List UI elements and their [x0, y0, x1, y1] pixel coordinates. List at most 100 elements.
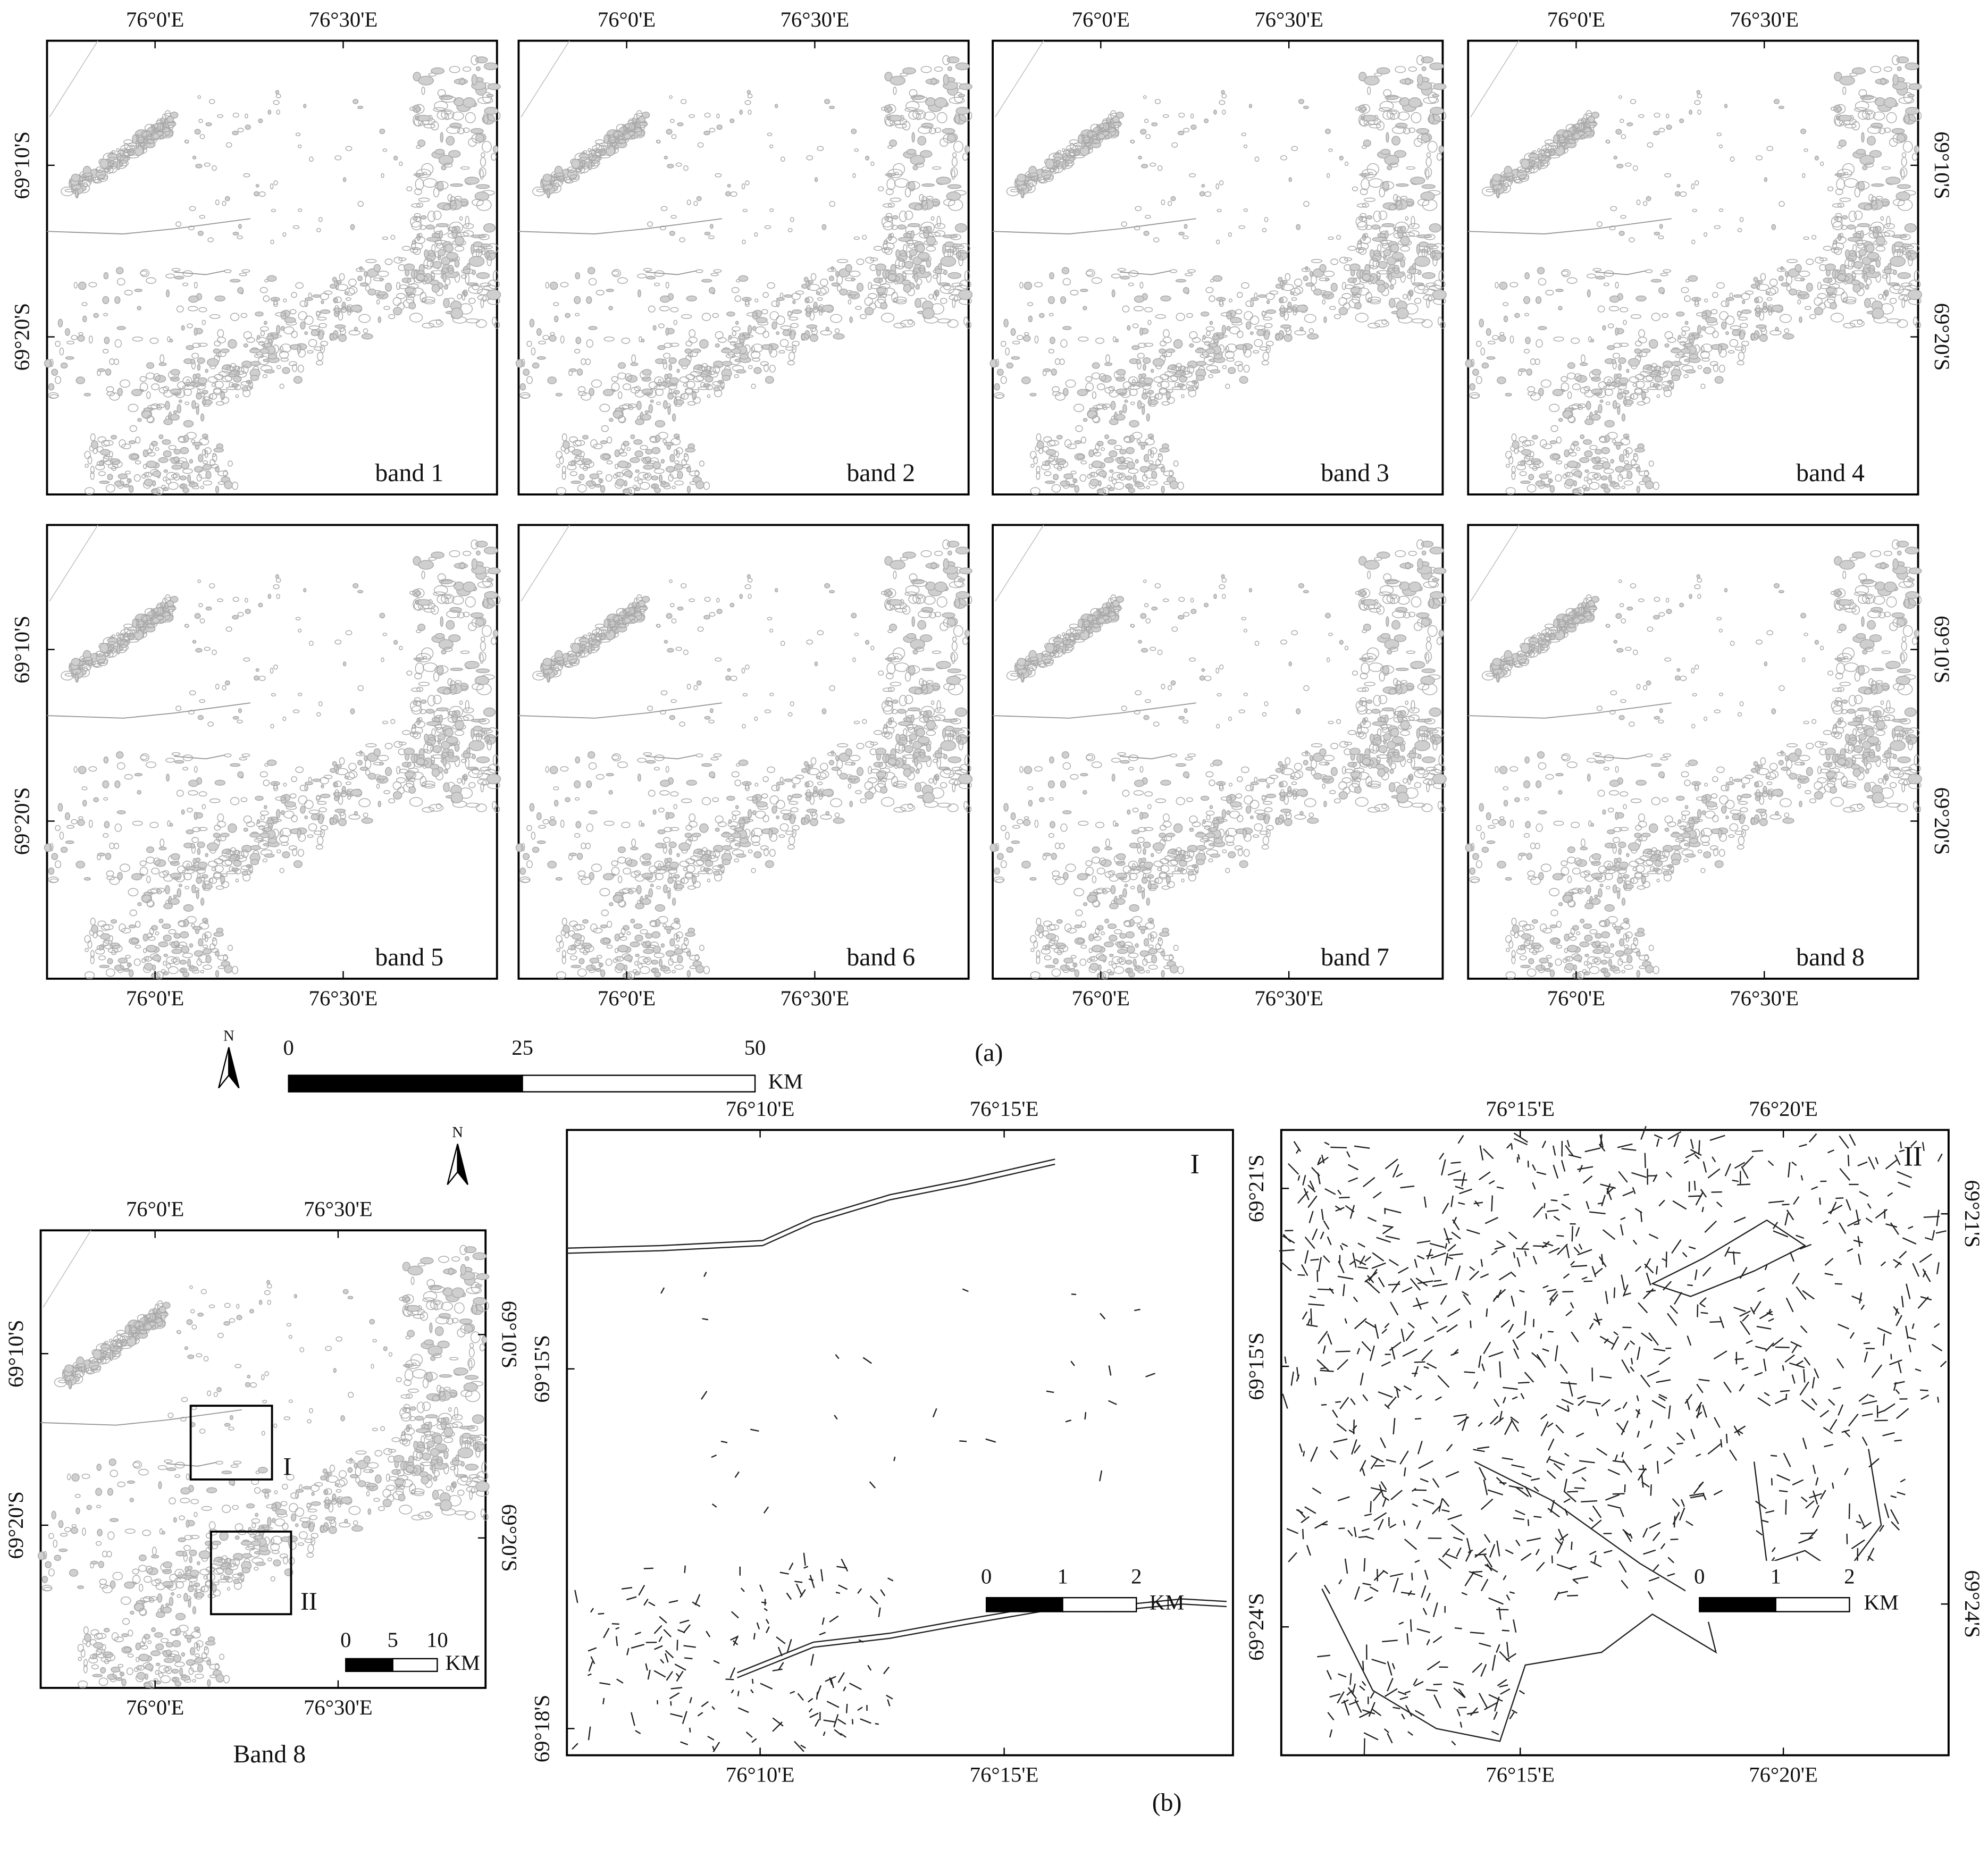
edge-fragment [1510, 1271, 1516, 1278]
edge-fragment [1513, 1132, 1528, 1143]
edge-fragment [1314, 1377, 1317, 1385]
edge-fragment [1414, 1710, 1425, 1717]
edge-fragment [1590, 1519, 1602, 1530]
edge-fragment [1575, 1432, 1584, 1438]
edge-fragment [1506, 1142, 1512, 1149]
edge-fragment [1676, 1442, 1683, 1445]
edge-fragment [1896, 1408, 1909, 1419]
edge-fragment [1581, 1500, 1598, 1503]
edge-fragment [858, 1639, 864, 1643]
edge-fragment [1802, 1438, 1807, 1450]
edge-fragment [880, 1589, 886, 1596]
edge-fragment [1725, 1433, 1728, 1443]
edge-fragment [1868, 1394, 1875, 1398]
edge-fragment [1764, 1264, 1768, 1271]
edge-fragment [1897, 1171, 1912, 1179]
edge-fragment [1593, 1318, 1601, 1324]
edge-fragment [1808, 1133, 1817, 1143]
edge-fragment [668, 1600, 678, 1603]
lon-label: 76°15'E [1486, 1763, 1555, 1787]
edge-fragment [1559, 1364, 1568, 1374]
edge-fragment [1464, 1572, 1474, 1586]
zoom-box [189, 1405, 273, 1481]
edge-fragment [1532, 1318, 1535, 1327]
edge-fragment [1622, 1528, 1631, 1536]
edge-fragment [1483, 1148, 1494, 1159]
edge-fragment [1298, 1443, 1303, 1453]
edge-fragment [1517, 1382, 1530, 1384]
edge-fragment [1504, 1421, 1513, 1435]
edge-fragment [862, 1357, 872, 1364]
edge-fragment [1371, 1262, 1386, 1269]
edge-fragment [1756, 1530, 1763, 1536]
edge-fragment [1455, 1265, 1461, 1281]
edge-fragment [1562, 1291, 1574, 1293]
edge-fragment [1606, 1188, 1612, 1200]
edge-fragment [1354, 1527, 1357, 1537]
edge-fragment [1414, 1366, 1419, 1377]
edge-fragment [1931, 1343, 1943, 1351]
edge-fragment [1808, 1528, 1818, 1540]
edge-fragment [1349, 1205, 1355, 1219]
edge-fragment [1401, 1713, 1405, 1720]
edge-fragment [1740, 1321, 1750, 1335]
edge-fragment [1430, 1266, 1435, 1275]
edge-fragment [1667, 1446, 1675, 1455]
edge-fragment [1556, 1541, 1564, 1554]
edge-fragment [1568, 1154, 1582, 1159]
edge-fragment [1571, 1226, 1573, 1242]
edge-fragment [808, 1708, 813, 1713]
edge-fragment [1635, 1409, 1641, 1415]
edge-fragment [808, 1578, 813, 1581]
edge-fragment [1734, 1162, 1746, 1169]
edge-fragment [1469, 1570, 1483, 1578]
edge-fragment [1775, 1398, 1787, 1405]
edge-fragment [588, 1661, 593, 1672]
edge-fragment [1908, 1225, 1914, 1230]
edge-fragment [1303, 1188, 1310, 1200]
edge-fragment [1293, 1141, 1302, 1152]
edge-fragment [1491, 1250, 1498, 1256]
edge-fragment [1636, 1409, 1640, 1418]
edge-fragment [1473, 1449, 1485, 1452]
edge-fragment [683, 1624, 691, 1634]
scale-label: 5 [388, 1628, 398, 1652]
edge-fragment [1481, 1578, 1489, 1592]
edge-fragment [1920, 1389, 1928, 1391]
edge-fragment [1304, 1250, 1309, 1264]
edge-fragment [1849, 1332, 1855, 1339]
edge-fragment [1429, 1242, 1445, 1248]
edge-fragment [1533, 1486, 1539, 1492]
edge-fragment [1288, 1163, 1299, 1175]
edge-fragment [1560, 1382, 1577, 1385]
edge-fragment [1363, 1558, 1366, 1572]
edge-fragment [1857, 1236, 1860, 1247]
edge-fragment [1899, 1250, 1907, 1259]
edge-fragment [1338, 1261, 1345, 1274]
edge-fragment [1857, 1161, 1868, 1166]
edge-fragment [1827, 1149, 1834, 1154]
edge-fragment [1603, 1550, 1613, 1553]
edge-fragment [1099, 1470, 1103, 1482]
lat-label: 69°20'S [10, 303, 34, 371]
edge-fragment [1531, 1477, 1540, 1481]
edge-fragment [1318, 1331, 1328, 1345]
edge-fragment [1364, 1596, 1373, 1602]
edge-fragment [1418, 1460, 1433, 1469]
edge-fragment [1445, 1243, 1448, 1249]
edge-fragment [1369, 1283, 1380, 1294]
edge-fragment [1571, 1265, 1588, 1267]
edge-fragment [1491, 1730, 1499, 1735]
edge-fragment [1414, 1259, 1418, 1268]
edge-fragment [626, 1648, 630, 1656]
edge-fragment [1867, 1203, 1872, 1209]
scale-unit: KM [1864, 1591, 1898, 1615]
edge-fragment [1897, 1491, 1906, 1495]
edge-fragment [1809, 1493, 1822, 1499]
edge-fragment [1621, 1148, 1637, 1151]
edge-fragment [1478, 1355, 1482, 1368]
edge-fragment [1880, 1261, 1886, 1266]
edge-fragment [676, 1670, 684, 1682]
edge-fragment [697, 1712, 703, 1717]
